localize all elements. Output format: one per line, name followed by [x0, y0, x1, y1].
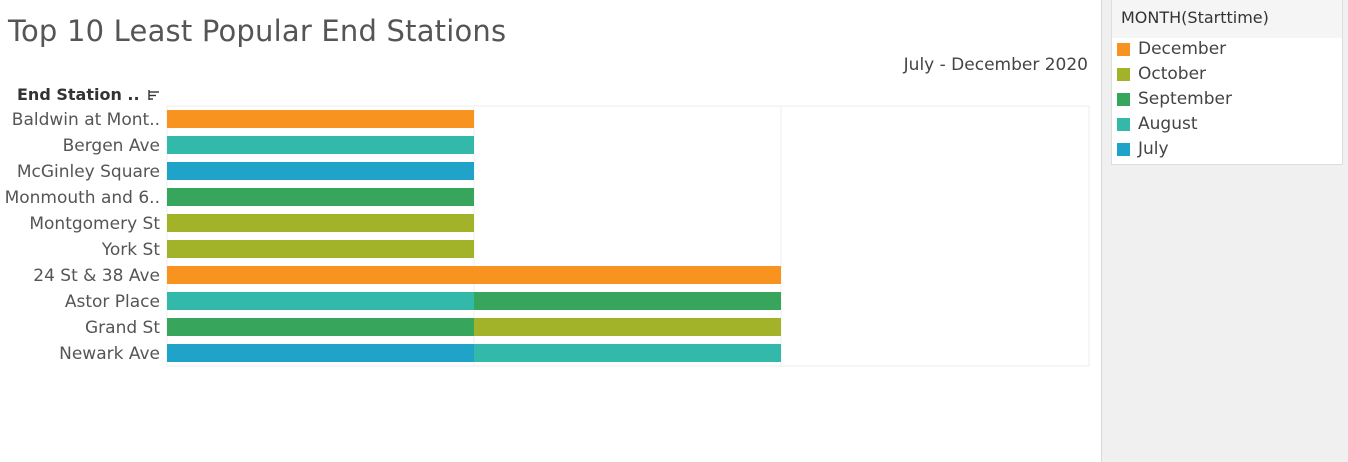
- legend-panel: MONTH(Starttime) December October Septembe…: [1101, 0, 1348, 462]
- legend-item-august[interactable]: August: [1112, 113, 1342, 138]
- legend-label: July: [1138, 139, 1169, 159]
- chart-subtitle: July - December 2020: [903, 55, 1088, 75]
- bar-segment-august: [167, 136, 474, 154]
- sort-descending-icon[interactable]: [148, 89, 160, 101]
- legend-label: October: [1138, 64, 1207, 84]
- bar-segment-october: [167, 240, 474, 258]
- bar-segment-october: [474, 318, 781, 336]
- bar-segment-july: [167, 344, 474, 362]
- bar-segment-september: [474, 292, 781, 310]
- category-label: Bergen Ave: [63, 136, 160, 156]
- legend: MONTH(Starttime) December October Septembe…: [1111, 0, 1343, 165]
- legend-item-july[interactable]: July: [1112, 138, 1342, 163]
- category-label: McGinley Square: [17, 162, 160, 182]
- column-header-end-station[interactable]: End Station ..: [17, 85, 160, 104]
- legend-swatch: [1117, 143, 1130, 156]
- legend-swatch: [1117, 93, 1130, 106]
- bar-segment-august: [167, 292, 474, 310]
- legend-item-december[interactable]: December: [1112, 38, 1342, 63]
- plot-area: [166, 105, 1090, 367]
- legend-label: September: [1138, 89, 1232, 109]
- category-label: Grand St: [85, 318, 160, 338]
- bar-segment-december: [167, 266, 781, 284]
- category-label: Astor Place: [65, 292, 160, 312]
- legend-item-october[interactable]: October: [1112, 63, 1342, 88]
- legend-swatch: [1117, 43, 1130, 56]
- bar-segment-september: [167, 318, 474, 336]
- legend-title: MONTH(Starttime): [1112, 0, 1342, 38]
- bar-segment-september: [167, 188, 474, 206]
- chart-title: Top 10 Least Popular End Stations: [8, 14, 507, 48]
- category-label: Baldwin at Mont..: [12, 110, 160, 130]
- category-label: York St: [101, 240, 161, 260]
- category-label: 24 St & 38 Ave: [33, 266, 160, 286]
- bar-segment-october: [167, 214, 474, 232]
- category-label: Newark Ave: [59, 344, 160, 364]
- legend-label: December: [1138, 39, 1227, 59]
- category-label: Monmouth and 6..: [5, 188, 160, 208]
- bar-segment-july: [167, 162, 474, 180]
- bar-segment-august: [474, 344, 781, 362]
- category-label: Montgomery St: [29, 214, 160, 234]
- legend-swatch: [1117, 118, 1130, 131]
- column-header-label: End Station ..: [17, 85, 140, 104]
- legend-item-september[interactable]: September: [1112, 88, 1342, 113]
- legend-swatch: [1117, 68, 1130, 81]
- legend-label: August: [1138, 114, 1198, 134]
- bar-segment-december: [167, 110, 474, 128]
- legend-items: December October September August July: [1112, 38, 1342, 163]
- bar-chart: Baldwin at Mont.. Bergen Ave McGinley Squa…: [5, 105, 1090, 367]
